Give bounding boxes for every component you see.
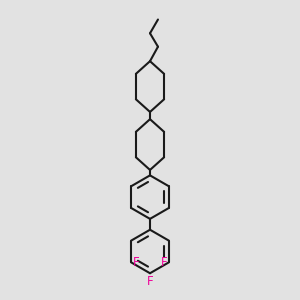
Text: F: F bbox=[133, 256, 140, 269]
Text: F: F bbox=[147, 275, 153, 288]
Text: F: F bbox=[160, 256, 167, 269]
